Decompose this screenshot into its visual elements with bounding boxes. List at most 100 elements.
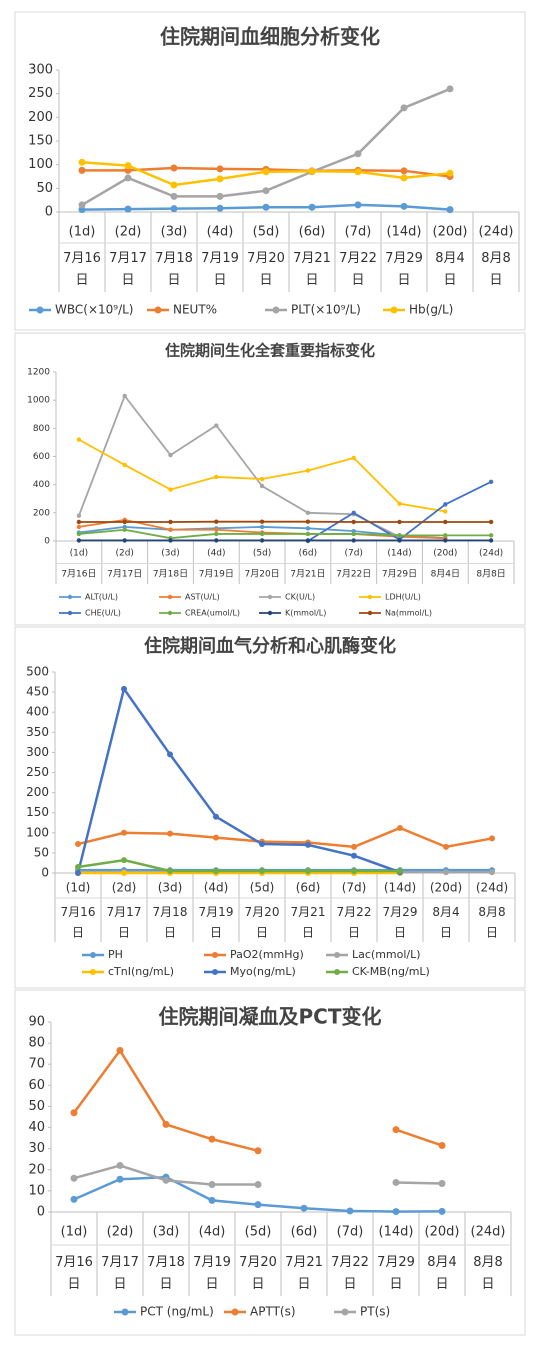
legend-label: Hb(g/L) — [409, 303, 453, 317]
data-point — [351, 852, 357, 859]
y-tick-label: 450 — [26, 685, 49, 699]
legend-marker — [267, 594, 273, 600]
data-point — [254, 1181, 262, 1189]
data-point — [122, 462, 127, 468]
x-tick-label: (20d) — [425, 1225, 460, 1240]
data-point — [254, 1147, 262, 1155]
data-point — [70, 1195, 78, 1203]
y-tick-label: 20 — [28, 1162, 45, 1177]
legend-label: K(mmol/L) — [285, 609, 326, 618]
data-point — [75, 841, 81, 848]
x-tick-label: (24d) — [479, 549, 503, 559]
x-tick-label: (5d) — [253, 549, 271, 559]
date-label: 7月19日 — [199, 569, 234, 580]
y-tick-label: 500 — [26, 665, 49, 679]
data-point — [346, 1207, 354, 1215]
data-point — [262, 203, 270, 211]
x-tick-label: (4d) — [207, 225, 234, 240]
data-point — [116, 1162, 124, 1170]
series-line — [78, 394, 400, 538]
data-point — [76, 524, 82, 530]
legend-marker — [267, 610, 273, 616]
data-point — [216, 175, 224, 183]
data-point — [259, 867, 265, 874]
y-tick-label: 600 — [33, 452, 50, 462]
data-point — [397, 519, 402, 525]
data-point — [262, 187, 270, 195]
legend-marker — [167, 594, 173, 600]
y-tick-label: 400 — [33, 480, 50, 490]
chart-panel — [14, 989, 526, 1336]
y-tick-label: 100 — [26, 825, 49, 839]
x-tick-label: (2d) — [107, 1225, 134, 1240]
data-point — [214, 423, 219, 428]
data-point — [305, 510, 311, 516]
date-label: 7月29日 — [382, 569, 417, 580]
data-point — [76, 437, 82, 442]
data-point — [170, 205, 178, 213]
y-tick-label: 50 — [28, 1099, 45, 1114]
data-point — [305, 526, 311, 531]
data-point — [78, 166, 86, 174]
data-point — [121, 870, 127, 876]
legend-marker — [231, 1308, 239, 1316]
x-tick-label: (2d) — [115, 549, 133, 559]
x-tick-label: (5d) — [253, 225, 280, 240]
y-tick-label: 150 — [26, 805, 49, 819]
data-point — [213, 834, 219, 841]
data-point — [70, 1109, 78, 1117]
date-label: 7月21日 — [290, 569, 325, 580]
legend-marker — [121, 1308, 129, 1316]
data-point — [254, 1201, 262, 1209]
y-tick-label: 250 — [28, 86, 53, 101]
data-point — [216, 204, 224, 212]
chart-title: 住院期间生化全套重要指标变化 — [165, 342, 375, 360]
y-tick-label: 200 — [33, 508, 50, 518]
x-tick-label: (4d) — [199, 1225, 226, 1240]
legend-marker — [334, 969, 340, 975]
legend-label: AST(U/L) — [185, 593, 220, 602]
legend-marker — [367, 610, 373, 616]
chart-panel — [14, 332, 526, 626]
data-point — [216, 165, 224, 173]
legend-label: PCT (ng/mL) — [140, 1305, 214, 1319]
data-point — [168, 452, 173, 458]
data-point — [443, 533, 448, 538]
x-tick-label: (5d) — [250, 881, 275, 895]
x-tick-label: (24d) — [471, 1225, 506, 1240]
series-line — [395, 1128, 443, 1147]
data-point — [446, 85, 454, 93]
data-point — [354, 168, 362, 176]
data-point — [122, 519, 127, 525]
data-point — [78, 201, 86, 209]
data-point — [167, 830, 173, 837]
x-tick-label: (14d) — [379, 1225, 414, 1240]
y-tick-label: 350 — [26, 725, 49, 739]
data-point — [214, 519, 219, 524]
data-point — [488, 538, 494, 543]
data-point — [400, 104, 408, 112]
series-line — [77, 826, 493, 849]
legend-marker — [367, 594, 373, 600]
x-tick-label: (24d) — [479, 225, 514, 240]
data-point — [259, 841, 265, 848]
series-line — [77, 858, 400, 873]
data-point — [170, 192, 178, 200]
legend-label: ALT(U/L) — [85, 593, 118, 602]
x-tick-label: (14d) — [387, 225, 422, 240]
data-point — [443, 502, 448, 507]
data-point — [168, 538, 173, 543]
legend-label: PaO2(mmHg) — [230, 948, 304, 961]
x-tick-label: (3d) — [158, 881, 183, 895]
chart-panel — [14, 626, 526, 989]
data-point — [259, 476, 265, 482]
